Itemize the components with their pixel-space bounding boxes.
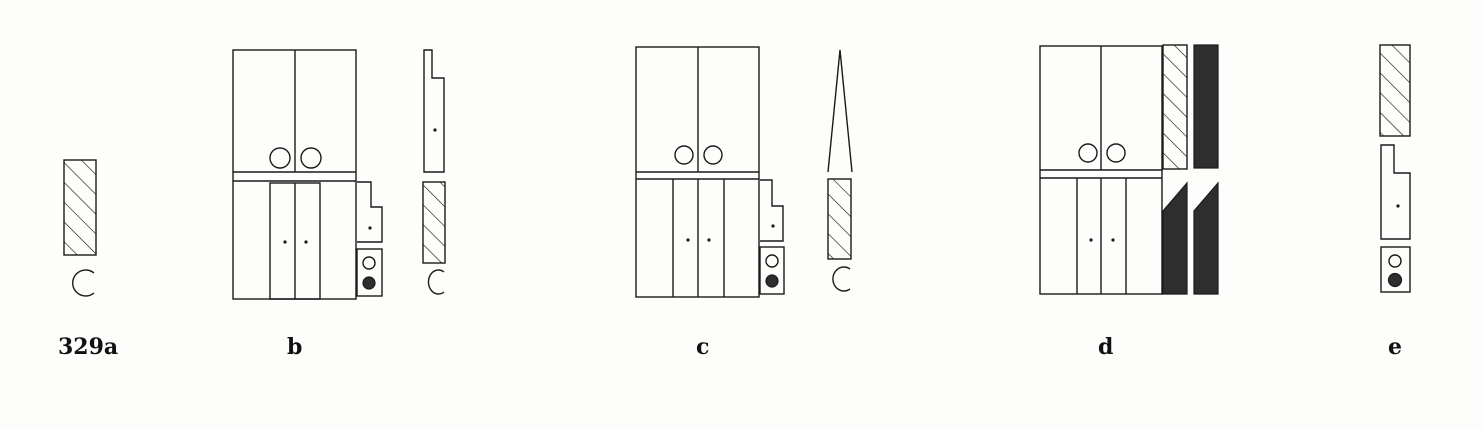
profile-dot [433,128,437,132]
panel-e [1379,44,1411,293]
stepped-block [1380,144,1411,240]
panel-b [232,49,446,300]
hatched-panel [1379,44,1411,137]
solid-taper-left [1162,181,1188,295]
knob-open [765,254,779,268]
hatched-bar [63,159,97,256]
solid-panel [1193,44,1219,169]
c-hook [832,266,851,292]
knob-box [1380,246,1411,293]
handle-dot [707,238,711,242]
handle-dot [686,238,690,242]
block-dot [1396,204,1400,208]
handle-dot [1089,238,1093,242]
knob-right [1106,143,1126,163]
stepped-block [357,181,383,243]
knob-left [1078,143,1098,163]
knob-solid [765,274,779,288]
knob-right [300,147,322,169]
label-e: e [1388,334,1402,360]
c-hook [71,269,95,297]
knob-solid [1387,272,1403,288]
knob-box [356,248,383,297]
hatched-bar [422,181,446,264]
knob-open [362,256,376,270]
knob-open [1388,254,1402,268]
label-329a: 329a [58,334,119,360]
handle-dot [304,240,308,244]
knob-left [269,147,291,169]
panel-a [63,159,97,297]
panel-c [635,46,853,298]
block-dot [771,224,775,228]
handle-dot [283,240,287,244]
knob-left [674,145,694,165]
c-hook [427,269,445,295]
label-b: b [287,334,303,360]
wedge-profile [827,49,853,173]
knob-solid [362,276,376,290]
hatched-bar [827,178,852,260]
knob-box [759,246,785,295]
handle-dot [1111,238,1115,242]
profile-upper [423,49,445,173]
hatched-panel [1162,44,1188,170]
label-d: d [1098,334,1114,360]
solid-taper-right [1193,181,1219,295]
panel-d [1039,44,1219,295]
knob-right [703,145,723,165]
label-c: c [696,334,710,360]
stepped-block [760,179,784,242]
block-dot [368,226,372,230]
